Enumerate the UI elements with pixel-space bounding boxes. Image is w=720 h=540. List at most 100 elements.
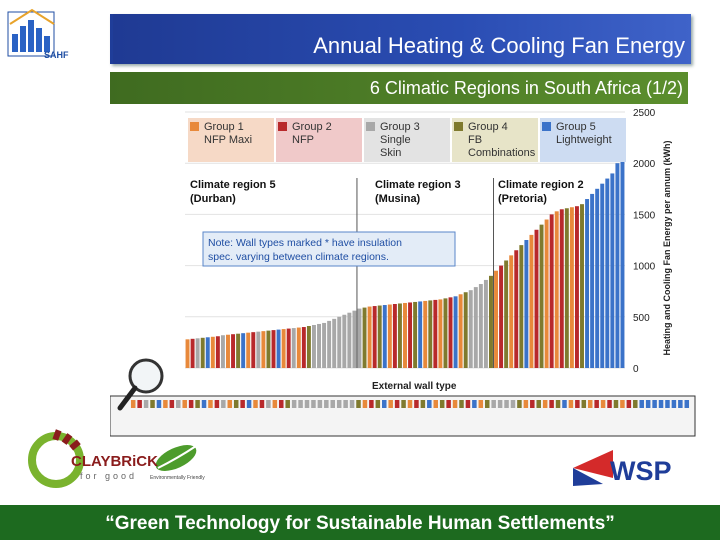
mini-bar [459,400,464,408]
mini-bar [291,400,297,408]
mini-bar [536,400,541,408]
mini-bar [208,400,213,408]
bar [549,214,554,368]
bar [392,304,397,368]
mini-bar [356,400,361,408]
mini-bar [652,400,657,408]
bar [205,337,210,368]
bar [382,305,387,368]
mini-bar [620,400,625,408]
mini-bar [613,400,619,408]
mini-bar [169,400,175,408]
bars [185,152,625,368]
bar [352,310,357,368]
bar [362,307,367,368]
y-tick-label: 500 [633,313,650,324]
footer-bar [0,505,720,540]
zoom-strip [110,395,696,437]
legend-swatch [542,122,551,131]
bar [317,323,321,368]
mini-bar [272,400,278,408]
bar [463,292,468,368]
legend-label: Group 5 [556,121,596,133]
mini-bar [201,400,207,408]
bar [231,334,236,368]
sahf-logo [7,8,55,57]
mini-bar [581,400,587,408]
mini-bar [645,400,651,408]
legend-label: Single [380,134,411,146]
legend-label: NFP Maxi [204,134,252,146]
bar [241,333,246,368]
bar [519,245,524,368]
bar [372,306,377,368]
bar [590,193,595,368]
bar [332,318,337,368]
legend-box [276,118,362,162]
legend-label: Group 3 [380,121,420,133]
bar [468,290,473,368]
bar [539,224,544,368]
mini-bar [587,400,593,408]
bar [438,299,443,368]
bar [322,322,327,368]
mini-bar [382,400,387,408]
legend-swatch [278,122,287,131]
environmentally-friendly-text: Environmentally Friendly [150,475,205,481]
bar [448,297,453,368]
mini-bar [626,400,632,408]
mini-bar [427,400,432,408]
bar [377,305,382,368]
legend-label: Skin [380,147,401,159]
region-label: Climate region 3 [375,179,461,191]
bar [458,294,463,368]
bar [256,331,261,368]
bar [494,270,499,368]
bar [600,183,605,368]
mini-bars [130,400,690,408]
mini-bar [510,400,516,408]
bar [564,208,569,368]
bar [574,206,579,368]
bar [605,178,610,368]
y-tick-label: 2000 [633,159,656,170]
mini-bar [594,400,599,408]
subtitle-bar [110,72,688,104]
bar [200,337,205,368]
mini-bar [388,400,393,408]
legend-label: Group 1 [204,121,244,133]
footer-slogan: “Green Technology for Sustainable Human … [105,513,615,534]
bar [286,328,291,368]
bar [433,299,438,368]
mini-bar [600,400,606,408]
mini-bar [279,400,284,408]
mini-bar [324,400,329,408]
y-tick-label: 2500 [633,108,656,119]
mini-bar [530,400,535,408]
bar [569,207,574,368]
mini-bar [446,400,451,408]
legend-label: Combinations [468,147,536,159]
wsp-logo-text: WSP [610,456,672,486]
bar [615,163,620,368]
bar [473,287,478,368]
mini-bar [143,400,149,408]
note-box: Note: Wall types marked * have insulatio… [202,231,456,267]
mini-bar [130,400,136,408]
bar [251,332,256,368]
mini-bar [671,400,677,408]
mini-bar [555,400,561,408]
mini-bar [639,400,644,408]
legend-box [364,118,450,162]
bar [529,234,534,368]
mini-bar [214,400,220,408]
claybrick-logo-icon [28,429,84,488]
mini-bar [420,400,426,408]
bar [342,314,347,368]
mini-bar [542,400,548,408]
mini-bar [504,400,509,408]
bar [403,302,407,368]
bar [215,336,220,368]
